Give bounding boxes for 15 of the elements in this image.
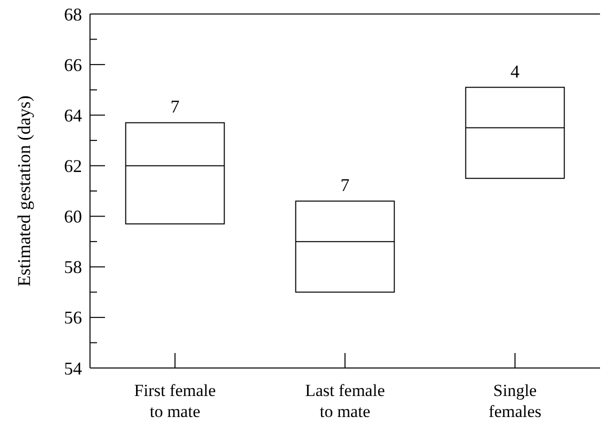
- y-tick-label: 58: [64, 257, 82, 278]
- x-tick-label: First female to mate: [134, 381, 216, 421]
- y-tick-label: 68: [64, 4, 82, 24]
- y-axis-title: Estimated gestation (days): [14, 96, 34, 286]
- x-tick-label: Single females: [488, 381, 542, 421]
- x-tick-label: Last female to mate: [305, 381, 385, 421]
- y-tick-label: 62: [64, 156, 82, 176]
- y-tick-label: 64: [64, 105, 82, 126]
- annotation: 7: [340, 175, 350, 196]
- annotation: 4: [510, 61, 520, 82]
- y-tick-label: 56: [64, 308, 82, 328]
- y-tick-label: 66: [64, 54, 82, 75]
- y-tick-label: 60: [64, 206, 82, 227]
- annotation: 7: [170, 96, 180, 117]
- y-tick-label: 54: [64, 358, 82, 378]
